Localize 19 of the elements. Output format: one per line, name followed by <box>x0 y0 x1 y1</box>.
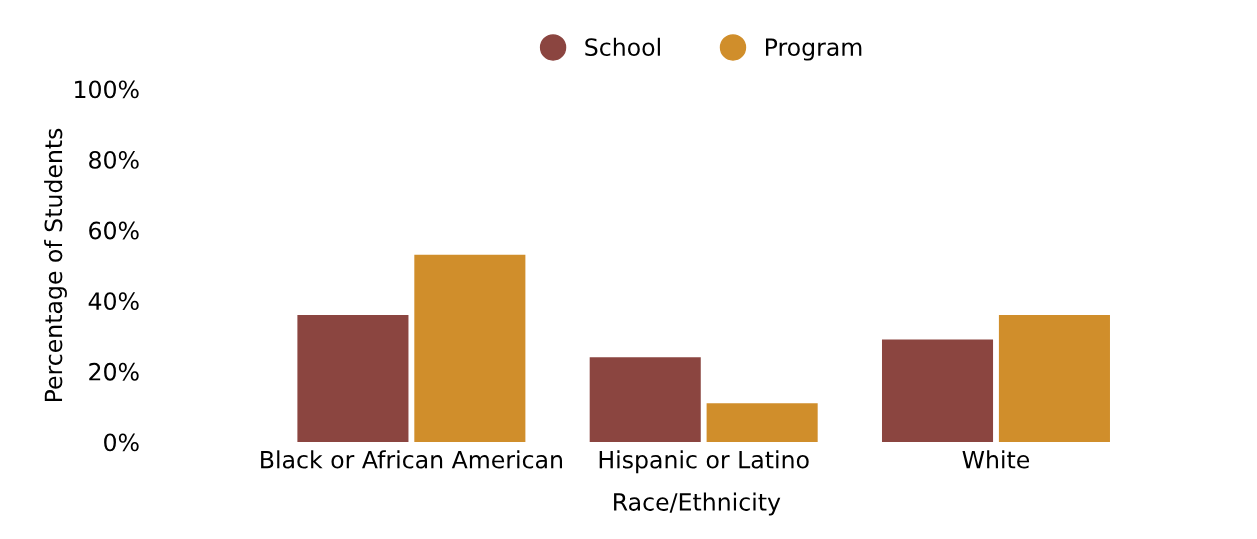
legend-label: School <box>585 37 660 57</box>
bar <box>998 314 1110 442</box>
bar <box>881 339 994 442</box>
y-axis-title: Percentage of Students <box>44 128 67 402</box>
y-tick-label: 80% <box>89 150 139 169</box>
y-tick-label: 100% <box>75 80 139 99</box>
bar <box>297 314 409 442</box>
y-tick-label: 0% <box>104 433 139 452</box>
y-tick-label: 60% <box>89 221 139 240</box>
bar <box>589 357 701 442</box>
bar <box>706 403 818 442</box>
bar <box>414 254 526 442</box>
y-tick-label: 40% <box>88 292 139 311</box>
x-axis-title: Race/Ethnicity <box>614 492 781 516</box>
x-tick-label: White <box>962 450 1030 469</box>
x-tick-label: Black or African American <box>261 450 562 469</box>
legend-label: Program <box>766 38 862 61</box>
y-tick-label: 20% <box>89 362 139 381</box>
x-tick-label: Hispanic or Latino <box>599 450 809 474</box>
